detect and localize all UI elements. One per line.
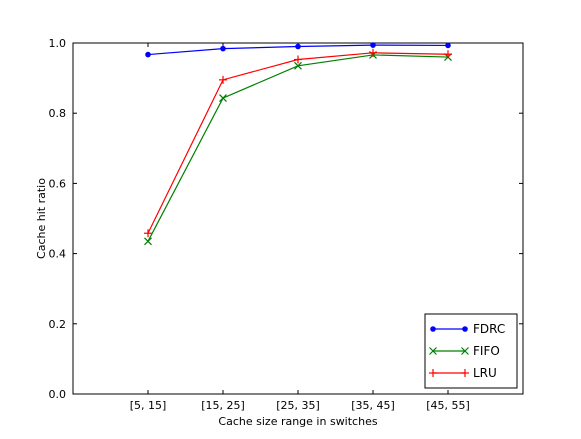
series-lru bbox=[144, 48, 452, 238]
y-axis-label: Cache hit ratio bbox=[35, 178, 48, 259]
x-tick-label: [45, 55] bbox=[426, 399, 470, 412]
data-point-lru bbox=[294, 55, 302, 64]
data-point-lru bbox=[369, 48, 377, 57]
legend-label: FDRC bbox=[473, 322, 505, 336]
legend-marker bbox=[462, 326, 468, 332]
y-tick-label: 0.2 bbox=[49, 318, 67, 331]
data-point-fifo bbox=[144, 237, 152, 246]
series-layer bbox=[144, 42, 452, 246]
x-axis-label: Cache size range in switches bbox=[218, 415, 377, 428]
legend-item-lru: LRU bbox=[429, 366, 497, 380]
x-tick-label: [5, 15] bbox=[130, 399, 167, 412]
y-tick-label: 0.8 bbox=[49, 107, 67, 120]
data-point-lru bbox=[444, 50, 452, 59]
data-point-lru bbox=[144, 229, 152, 238]
data-point-fifo bbox=[294, 61, 302, 70]
data-point-lru bbox=[219, 75, 227, 84]
y-tick-label: 0.6 bbox=[49, 177, 67, 190]
x-tick-label: [35, 45] bbox=[351, 399, 395, 412]
data-point-fdrc bbox=[145, 51, 151, 58]
data-point-fdrc bbox=[370, 42, 376, 48]
legend-label: LRU bbox=[473, 366, 497, 380]
x-tick-label: [15, 25] bbox=[201, 399, 245, 412]
x-tick-label: [25, 35] bbox=[276, 399, 320, 412]
legend-label: FIFO bbox=[473, 344, 500, 358]
data-point-fdrc bbox=[220, 45, 226, 52]
legend-marker bbox=[430, 326, 436, 332]
legend-marker bbox=[461, 347, 469, 355]
legend-item-fdrc: FDRC bbox=[430, 322, 505, 336]
x-axis: [5, 15] [15, 25] [25, 35] [35, 45] [45, 55] bbox=[130, 43, 470, 412]
legend-item-fifo: FIFO bbox=[429, 344, 500, 358]
data-point-fdrc bbox=[445, 42, 451, 49]
y-tick-label: 0.0 bbox=[49, 388, 67, 401]
y-tick-label: 1.0 bbox=[49, 37, 67, 50]
y-tick-label: 0.4 bbox=[49, 248, 67, 261]
legend-marker bbox=[429, 347, 437, 355]
data-point-fifo bbox=[219, 94, 227, 103]
data-point-fdrc bbox=[295, 43, 301, 50]
legend-marker bbox=[461, 369, 469, 377]
y-axis: 0.0 0.2 0.4 0.6 0.8 1.0 bbox=[49, 37, 523, 401]
series-fdrc bbox=[145, 42, 451, 58]
legend: FDRC FIFO LRU bbox=[424, 313, 518, 389]
legend-marker bbox=[429, 369, 437, 377]
